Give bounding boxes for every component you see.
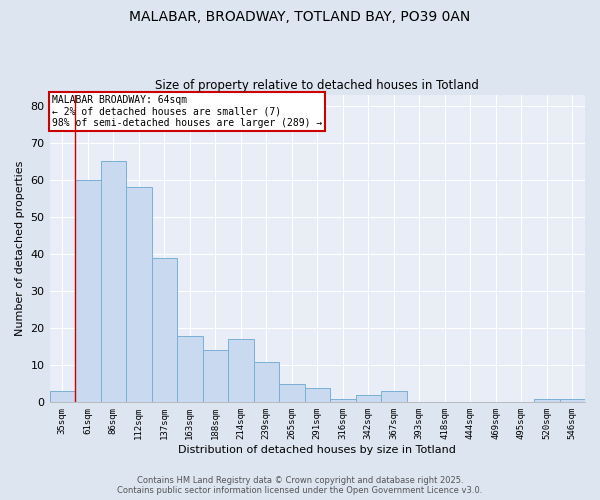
Text: Contains HM Land Registry data © Crown copyright and database right 2025.
Contai: Contains HM Land Registry data © Crown c… xyxy=(118,476,482,495)
Bar xyxy=(330,398,356,402)
Bar xyxy=(152,258,177,402)
Bar xyxy=(101,162,126,402)
Bar xyxy=(177,336,203,402)
Bar xyxy=(381,391,407,402)
Bar xyxy=(560,398,585,402)
X-axis label: Distribution of detached houses by size in Totland: Distribution of detached houses by size … xyxy=(178,445,456,455)
Bar xyxy=(279,384,305,402)
Bar xyxy=(254,362,279,403)
Bar xyxy=(50,391,75,402)
Bar xyxy=(126,188,152,402)
Bar xyxy=(75,180,101,402)
Y-axis label: Number of detached properties: Number of detached properties xyxy=(15,161,25,336)
Text: MALABAR BROADWAY: 64sqm
← 2% of detached houses are smaller (7)
98% of semi-deta: MALABAR BROADWAY: 64sqm ← 2% of detached… xyxy=(52,94,322,128)
Bar xyxy=(534,398,560,402)
Bar xyxy=(203,350,228,403)
Text: MALABAR, BROADWAY, TOTLAND BAY, PO39 0AN: MALABAR, BROADWAY, TOTLAND BAY, PO39 0AN xyxy=(130,10,470,24)
Bar xyxy=(228,340,254,402)
Bar xyxy=(305,388,330,402)
Bar xyxy=(356,395,381,402)
Title: Size of property relative to detached houses in Totland: Size of property relative to detached ho… xyxy=(155,79,479,92)
